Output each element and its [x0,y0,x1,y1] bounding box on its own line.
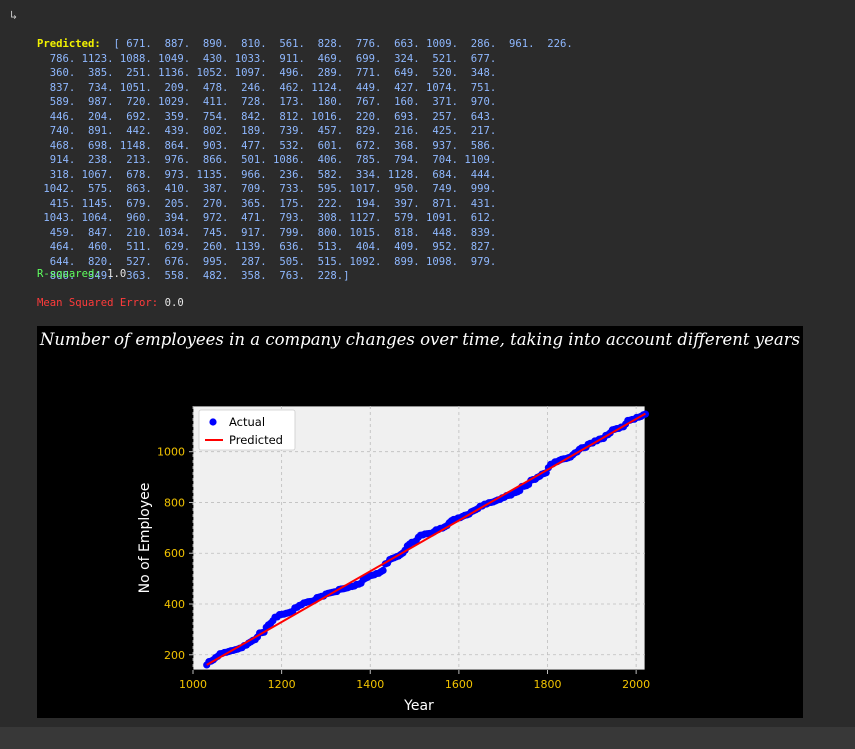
x-tick-label: 1000 [179,678,207,691]
x-axis-label: Year [403,698,434,714]
r-squared-line: R-squared: 1.0 [37,268,126,280]
predicted-values: 468. 698. 1148. 864. 903. 477. 532. 601.… [37,139,497,152]
predicted-line: 806. 349. 363. 558. 482. 358. 763. 228.] [37,269,573,284]
predicted-values: [ 671. 887. 890. 810. 561. 828. 776. 663… [113,38,573,50]
predicted-values: 360. 385. 251. 1136. 1052. 1097. 496. 28… [37,67,497,79]
y-axis-label: No of Employee [137,483,153,594]
mse-line: Mean Squared Error: 0.0 [37,297,184,309]
x-tick-label: 1800 [534,678,562,691]
predicted-line: 318. 1067. 678. 973. 1135. 966. 236. 582… [37,168,573,183]
predicted-values: 446. 204. 692. 359. 754. 842. 812. 1016.… [37,110,497,123]
predicted-line: 837. 734. 1051. 209. 478. 246. 462. 1124… [37,81,573,96]
predicted-values: 589. 987. 720. 1029. 411. 728. 173. 180.… [37,96,497,108]
predicted-values: 837. 734. 1051. 209. 478. 246. 462. 1124… [37,81,497,94]
predicted-line [206,412,646,666]
x-tick-label: 2000 [622,678,650,691]
predicted-values: 464. 460. 511. 629. 260. 1139. 636. 513.… [37,241,497,253]
predicted-line: 446. 204. 692. 359. 754. 842. 812. 1016.… [37,110,573,125]
predicted-line: 1042. 575. 863. 410. 387. 709. 733. 595.… [37,182,573,197]
predicted-values: 914. 238. 213. 976. 866. 501. 1086. 406.… [37,154,497,166]
predicted-line: 589. 987. 720. 1029. 411. 728. 173. 180.… [37,95,573,110]
chart-figure: Number of employees in a company changes… [37,326,803,718]
y-tick-label: 800 [164,496,185,509]
legend-actual-marker [209,418,217,426]
predicted-values: 786. 1123. 1088. 1049. 430. 1033. 911. 4… [37,52,497,65]
y-tick-label: 600 [164,547,185,560]
predicted-values: 806. 349. 363. 558. 482. 358. 763. 228.] [37,270,350,282]
legend-predicted-label: Predicted [229,433,283,447]
predicted-line: 464. 460. 511. 629. 260. 1139. 636. 513.… [37,240,573,255]
predicted-line: 740. 891. 442. 439. 802. 189. 739. 457. … [37,124,573,139]
chart-title: Number of employees in a company changes… [39,330,801,349]
predicted-values: 740. 891. 442. 439. 802. 189. 739. 457. … [37,125,497,137]
actual-point [379,566,387,575]
predicted-values: 318. 1067. 678. 973. 1135. 966. 236. 582… [37,168,497,181]
x-tick-label: 1200 [268,678,296,691]
output-cell: ↳ Predicted: [ 671. 887. 890. 810. 561. … [0,0,855,727]
predicted-values: 459. 847. 210. 1034. 745. 917. 799. 800.… [37,226,497,239]
mse-label: Mean Squared Error: [37,297,159,309]
y-tick-label: 400 [164,598,185,611]
predicted-output: Predicted: [ 671. 887. 890. 810. 561. 82… [37,8,573,313]
predicted-line: 415. 1145. 679. 205. 270. 365. 175. 222.… [37,197,573,212]
predicted-values: 1042. 575. 863. 410. 387. 709. 733. 595.… [37,183,497,195]
predicted-line: 644. 820. 527. 676. 995. 287. 505. 515. … [37,255,573,270]
y-tick-label: 200 [164,649,185,662]
predicted-values: 644. 820. 527. 676. 995. 287. 505. 515. … [37,255,497,268]
predicted-line: 468. 698. 1148. 864. 903. 477. 532. 601.… [37,139,573,154]
x-tick-label: 1400 [356,678,384,691]
predicted-line: 1043. 1064. 960. 394. 972. 471. 793. 308… [37,211,573,226]
x-tick-label: 1600 [445,678,473,691]
predicted-values: 1043. 1064. 960. 394. 972. 471. 793. 308… [37,212,497,224]
r-squared-value: 1.0 [107,268,127,280]
predicted-line: 459. 847. 210. 1034. 745. 917. 799. 800.… [37,226,573,241]
mse-value: 0.0 [164,297,184,309]
predicted-line: 786. 1123. 1088. 1049. 430. 1033. 911. 4… [37,52,573,67]
output-arrow-icon[interactable]: ↳ [10,8,18,22]
predicted-line: 914. 238. 213. 976. 866. 501. 1086. 406.… [37,153,573,168]
predicted-label: Predicted: [37,38,114,50]
r-squared-label: R-squared: [37,268,101,280]
predicted-line: 360. 385. 251. 1136. 1052. 1097. 496. 28… [37,66,573,81]
bottom-bar [0,727,855,749]
predicted-line: Predicted: [ 671. 887. 890. 810. 561. 82… [37,37,573,52]
scatter-chart: 1000 1200 1400 1600 1800 2000 200 400 600 800 1000… [137,405,650,714]
predicted-values: 415. 1145. 679. 205. 270. 365. 175. 222.… [37,197,497,210]
y-tick-label: 1000 [157,446,185,459]
legend-actual-label: Actual [229,415,265,429]
